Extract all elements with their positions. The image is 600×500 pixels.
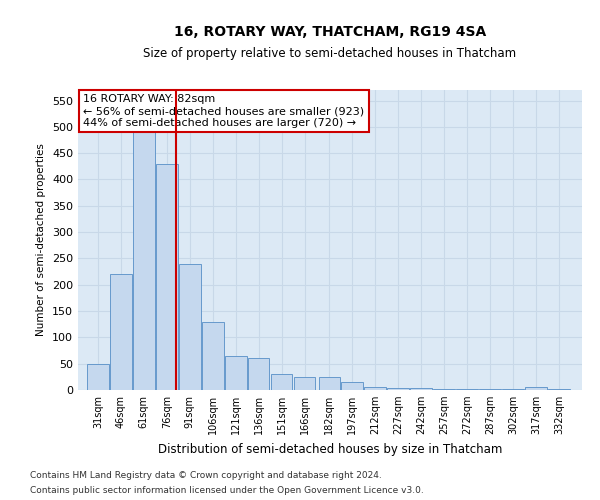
Text: Contains public sector information licensed under the Open Government Licence v3: Contains public sector information licen…: [30, 486, 424, 495]
Text: Contains HM Land Registry data © Crown copyright and database right 2024.: Contains HM Land Registry data © Crown c…: [30, 471, 382, 480]
Bar: [225, 356, 247, 390]
Bar: [341, 382, 363, 390]
Bar: [294, 377, 316, 390]
Bar: [433, 389, 455, 390]
Text: 16 ROTARY WAY: 82sqm
← 56% of semi-detached houses are smaller (923)
44% of semi: 16 ROTARY WAY: 82sqm ← 56% of semi-detac…: [83, 94, 364, 128]
Bar: [179, 264, 200, 390]
Y-axis label: Number of semi-detached properties: Number of semi-detached properties: [37, 144, 46, 336]
Bar: [110, 274, 131, 390]
Bar: [248, 358, 269, 390]
Bar: [319, 377, 340, 390]
Bar: [202, 322, 224, 390]
Bar: [364, 388, 386, 390]
Bar: [133, 122, 155, 390]
Text: 16, ROTARY WAY, THATCHAM, RG19 4SA: 16, ROTARY WAY, THATCHAM, RG19 4SA: [174, 25, 486, 39]
Bar: [271, 374, 292, 390]
X-axis label: Distribution of semi-detached houses by size in Thatcham: Distribution of semi-detached houses by …: [158, 442, 502, 456]
Bar: [87, 364, 109, 390]
Bar: [410, 388, 432, 390]
Bar: [526, 388, 547, 390]
Bar: [388, 388, 409, 390]
Bar: [548, 389, 570, 390]
Bar: [156, 164, 178, 390]
Text: Size of property relative to semi-detached houses in Thatcham: Size of property relative to semi-detach…: [143, 48, 517, 60]
